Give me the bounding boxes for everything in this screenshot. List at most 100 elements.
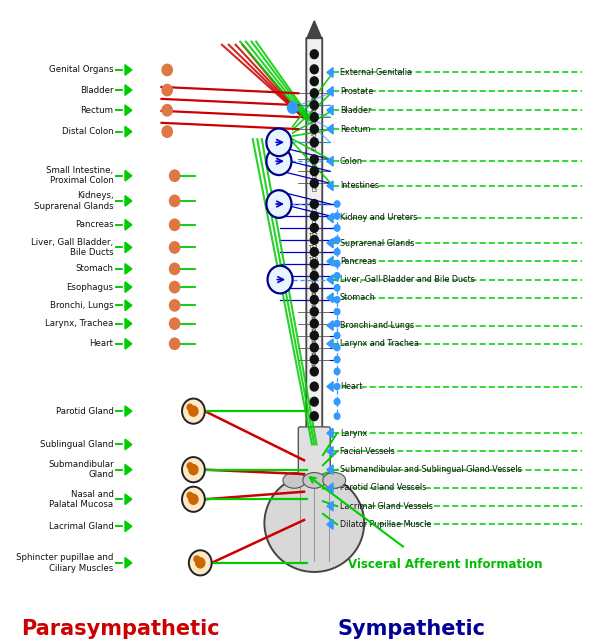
Text: Heart: Heart <box>340 382 362 391</box>
Text: Larynx and Trachea: Larynx and Trachea <box>340 339 419 348</box>
Circle shape <box>169 263 180 275</box>
Text: Intestines: Intestines <box>340 181 379 190</box>
Text: Submandibular and Sublingual Gland Vessels: Submandibular and Sublingual Gland Vesse… <box>340 465 521 474</box>
Circle shape <box>310 319 318 328</box>
Circle shape <box>162 84 172 96</box>
Text: Sphincter pupillae and
Ciliary Muscles: Sphincter pupillae and Ciliary Muscles <box>16 553 113 573</box>
Circle shape <box>310 343 318 352</box>
Circle shape <box>287 102 298 114</box>
Circle shape <box>187 492 193 499</box>
Text: Liver, Gall Bladder,
Bile Ducts: Liver, Gall Bladder, Bile Ducts <box>31 238 113 257</box>
Circle shape <box>334 237 340 243</box>
Circle shape <box>334 273 340 279</box>
Text: T6: T6 <box>311 305 317 309</box>
Polygon shape <box>327 293 333 302</box>
Text: Pancreas: Pancreas <box>340 257 376 266</box>
Text: Small Intestine,
Proximal Colon: Small Intestine, Proximal Colon <box>46 166 113 186</box>
Text: Sublingual Gland: Sublingual Gland <box>40 440 113 449</box>
Polygon shape <box>125 105 132 116</box>
Circle shape <box>334 369 340 375</box>
Text: Facial Vessels: Facial Vessels <box>340 447 395 456</box>
Text: Pancreas: Pancreas <box>75 220 113 229</box>
Text: L4: L4 <box>311 177 317 181</box>
Text: Visceral Afferent Information: Visceral Afferent Information <box>348 558 542 571</box>
Text: Parotid Gland Vessels: Parotid Gland Vessels <box>340 483 426 492</box>
Polygon shape <box>327 157 333 166</box>
Polygon shape <box>125 196 132 206</box>
Circle shape <box>182 457 205 482</box>
Circle shape <box>334 383 340 390</box>
Circle shape <box>334 248 340 255</box>
Text: Rectum: Rectum <box>340 125 371 134</box>
Text: Heart: Heart <box>89 339 113 348</box>
Text: T2: T2 <box>311 352 317 358</box>
Polygon shape <box>125 406 132 417</box>
Circle shape <box>310 138 318 147</box>
Text: Bronchi, Lungs: Bronchi, Lungs <box>50 301 113 310</box>
Circle shape <box>187 463 193 469</box>
Circle shape <box>334 320 340 327</box>
Text: Stomach: Stomach <box>76 265 113 273</box>
Polygon shape <box>327 382 333 392</box>
Polygon shape <box>327 501 333 511</box>
Polygon shape <box>125 242 132 253</box>
Polygon shape <box>327 213 333 223</box>
Text: Dilator Pupillae Muscle: Dilator Pupillae Muscle <box>340 520 431 529</box>
Text: Submandibular
Gland: Submandibular Gland <box>48 460 113 480</box>
Polygon shape <box>327 87 333 96</box>
Polygon shape <box>125 264 132 274</box>
Polygon shape <box>125 439 132 450</box>
Circle shape <box>187 404 193 410</box>
Text: Larynx: Larynx <box>340 429 367 438</box>
Polygon shape <box>327 339 333 349</box>
Circle shape <box>182 487 205 512</box>
Text: Nasal and
Palatal Mucosa: Nasal and Palatal Mucosa <box>49 490 113 509</box>
Circle shape <box>169 242 180 253</box>
Text: Lacrimal Gland Vessels: Lacrimal Gland Vessels <box>340 501 433 510</box>
Text: Genital Organs: Genital Organs <box>49 65 113 74</box>
Ellipse shape <box>283 473 306 489</box>
Text: Larynx, Trachea: Larynx, Trachea <box>46 319 113 328</box>
Polygon shape <box>125 557 132 568</box>
Circle shape <box>310 355 318 364</box>
Text: Prostate: Prostate <box>340 87 373 96</box>
Circle shape <box>162 126 172 137</box>
Text: Lacrimal Gland: Lacrimal Gland <box>49 522 113 531</box>
Polygon shape <box>125 464 132 475</box>
Circle shape <box>334 333 340 339</box>
Circle shape <box>189 406 198 416</box>
Circle shape <box>334 284 340 291</box>
Text: S1: S1 <box>311 148 317 152</box>
Polygon shape <box>125 300 132 311</box>
Polygon shape <box>125 521 132 532</box>
Polygon shape <box>125 220 132 230</box>
Polygon shape <box>327 465 333 474</box>
Polygon shape <box>327 238 333 248</box>
Polygon shape <box>125 282 132 292</box>
Polygon shape <box>125 170 132 181</box>
Text: T7: T7 <box>311 293 317 298</box>
Text: Kidneys,
Suprarenal Glands: Kidneys, Suprarenal Glands <box>34 191 113 211</box>
Circle shape <box>266 190 292 218</box>
Circle shape <box>334 399 340 405</box>
Circle shape <box>194 556 200 562</box>
Polygon shape <box>327 428 333 438</box>
Circle shape <box>334 225 340 231</box>
FancyBboxPatch shape <box>306 38 322 445</box>
Text: T9: T9 <box>311 269 317 274</box>
Ellipse shape <box>303 473 326 489</box>
Circle shape <box>310 155 318 164</box>
Text: S4: S4 <box>311 110 317 115</box>
Text: Stomach: Stomach <box>340 293 376 302</box>
Polygon shape <box>125 318 132 329</box>
Text: Rectum: Rectum <box>80 106 113 115</box>
Circle shape <box>310 259 318 268</box>
Circle shape <box>310 295 318 304</box>
Polygon shape <box>307 21 322 39</box>
Polygon shape <box>327 105 333 115</box>
Text: L5: L5 <box>311 164 317 169</box>
Circle shape <box>310 367 318 376</box>
Text: T11: T11 <box>309 245 319 250</box>
Text: T10: T10 <box>309 257 319 262</box>
Circle shape <box>310 308 318 316</box>
